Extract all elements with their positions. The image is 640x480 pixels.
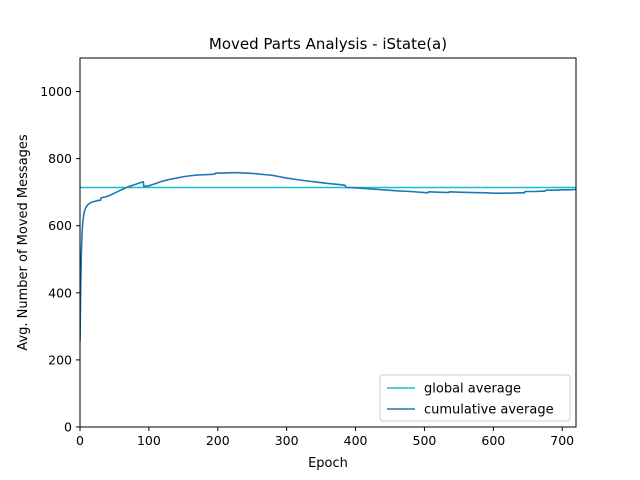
series-layer bbox=[80, 171, 576, 342]
series-line-1 bbox=[80, 171, 576, 342]
x-tick-label: 300 bbox=[275, 433, 299, 448]
legend-entries: global average cumulative average bbox=[387, 382, 554, 418]
y-tick-label: 200 bbox=[48, 352, 72, 367]
y-axis-label: Avg. Number of Moved Messages bbox=[16, 134, 31, 351]
x-tick-label: 500 bbox=[413, 433, 437, 448]
ticks-layer: 0 100 200 300 400 500 600 700 0 200 400 600 800 1000 bbox=[40, 84, 574, 448]
legend: global average cumulative average bbox=[379, 374, 571, 422]
legend-label: cumulative average bbox=[424, 403, 554, 418]
x-tick-label: 400 bbox=[344, 433, 368, 448]
x-tick-label: 700 bbox=[550, 433, 574, 448]
x-tick-label: 100 bbox=[137, 433, 161, 448]
chart-title: Moved Parts Analysis - iState(a) bbox=[209, 35, 447, 53]
legend-label: global average bbox=[424, 382, 521, 397]
y-tick-label: 600 bbox=[48, 218, 72, 233]
y-tick-label: 800 bbox=[48, 151, 72, 166]
plot-frame bbox=[79, 57, 577, 428]
y-tick-label: 400 bbox=[48, 285, 72, 300]
legend-box bbox=[379, 374, 571, 422]
x-tick-label: 200 bbox=[206, 433, 230, 448]
x-tick-label: 600 bbox=[481, 433, 505, 448]
y-tick-label: 0 bbox=[64, 420, 72, 435]
x-tick-label: 0 bbox=[76, 433, 84, 448]
x-axis-label: Epoch bbox=[308, 456, 348, 471]
y-tick-label: 1000 bbox=[40, 84, 72, 99]
